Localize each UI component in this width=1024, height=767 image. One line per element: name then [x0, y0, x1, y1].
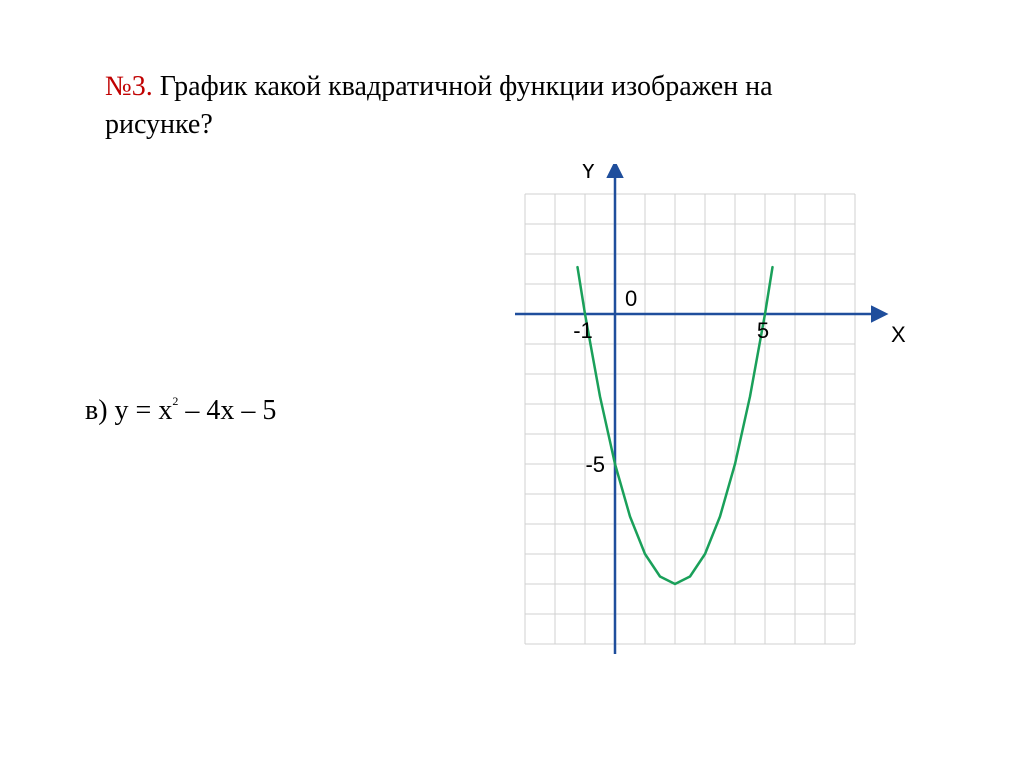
- question-text: №3. График какой квадратичной функции из…: [105, 68, 885, 144]
- answer-suffix: – 4х – 5: [178, 395, 276, 426]
- svg-text:0: 0: [625, 286, 637, 311]
- question-line1: График какой квадратичной функции изобра…: [160, 71, 773, 102]
- svg-text:-5: -5: [585, 452, 605, 477]
- svg-text:-1: -1: [573, 318, 593, 343]
- answer-exponent: 2: [172, 394, 178, 408]
- question-number: №3.: [105, 71, 153, 102]
- svg-text:5: 5: [757, 318, 769, 343]
- question-line2: рисунке?: [105, 109, 213, 140]
- parabola-chart: X Y 0 -1 5 -5: [495, 164, 935, 664]
- chart-svg: X Y 0 -1 5 -5: [495, 164, 935, 664]
- answer-option: в) у = х2 – 4х – 5: [85, 395, 276, 427]
- answer-prefix: в) у = х: [85, 395, 172, 426]
- svg-text:X: X: [891, 322, 906, 347]
- svg-text:Y: Y: [581, 164, 596, 183]
